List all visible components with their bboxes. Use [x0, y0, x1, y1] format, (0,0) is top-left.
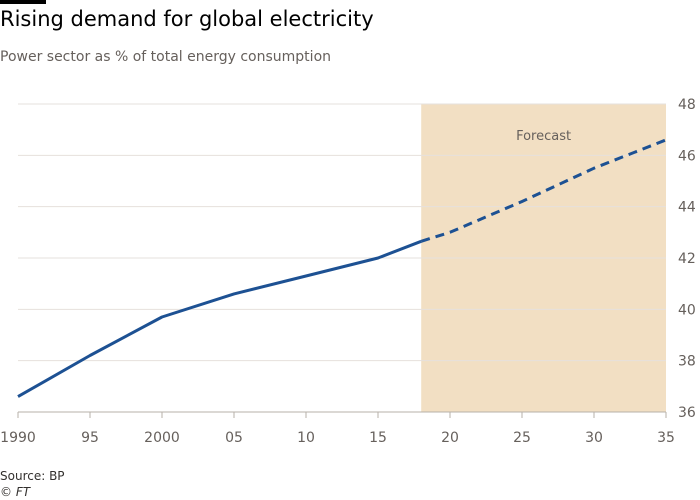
y-tick-label: 42: [678, 251, 696, 267]
x-tick-label: 30: [585, 430, 603, 446]
header-rule: [0, 0, 46, 4]
historical-series-line: [17, 239, 422, 398]
y-tick-label: 46: [678, 148, 696, 164]
y-tick-label: 40: [678, 302, 696, 318]
x-tick-label: 10: [297, 430, 315, 446]
forecast-label: Forecast: [516, 129, 571, 144]
forecast-series-line: [420, 138, 667, 243]
chart-subtitle: Power sector as % of total energy consum…: [0, 49, 332, 65]
y-tick-label: 38: [678, 354, 696, 370]
x-tick-label: 15: [369, 430, 387, 446]
x-tick-label: 25: [513, 430, 531, 446]
copyright-note: © FT: [0, 485, 31, 499]
x-tick-label: 20: [441, 430, 459, 446]
x-tick-label: 95: [81, 430, 99, 446]
y-tick-label: 36: [678, 405, 696, 421]
x-tick-label: 1990: [0, 430, 36, 446]
x-tick-label: 35: [657, 430, 675, 446]
x-tick-label: 05: [225, 430, 243, 446]
y-tick-label: 48: [678, 97, 696, 113]
chart-title: Rising demand for global electricity: [0, 7, 374, 31]
source-note: Source: BP: [0, 469, 65, 483]
y-tick-label: 44: [678, 200, 696, 216]
x-tick-label: 2000: [144, 430, 180, 446]
